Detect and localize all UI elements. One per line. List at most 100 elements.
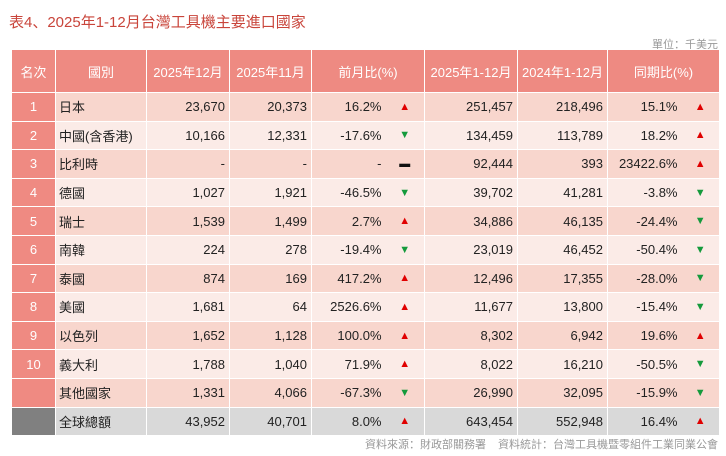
ytd-2025-cell: 92,444 xyxy=(424,149,518,179)
mom-arrow-icon: ▼ xyxy=(385,177,425,208)
rank-cell: 1 xyxy=(11,92,56,122)
yoy-arrow-icon: ▲ xyxy=(681,320,720,351)
ytd-2025-cell: 134,459 xyxy=(424,120,518,151)
country-cell: 比利時 xyxy=(55,149,147,179)
header-yoy: 同期比(%) xyxy=(607,49,720,93)
ytd-2024-cell: 46,452 xyxy=(517,234,608,265)
yoy-cell: -24.4% xyxy=(607,206,682,236)
country-cell: 泰國 xyxy=(55,263,147,294)
country-cell: 以色列 xyxy=(55,320,147,351)
ytd-2025-cell: 12,496 xyxy=(424,263,518,294)
nov-2025-cell: 40,701 xyxy=(229,406,312,437)
rank-cell: 4 xyxy=(11,177,56,208)
unit-label: 單位：千美元 xyxy=(652,39,718,51)
mom-cell: -67.3% xyxy=(311,377,386,408)
yoy-cell: 16.4% xyxy=(607,406,682,437)
nov-2025-cell: 1,128 xyxy=(229,320,312,351)
header-ytd-2024: 2024年1-12月 xyxy=(517,49,608,93)
mom-arrow-icon: ▲ xyxy=(385,92,425,122)
mom-arrow-icon: ▲ xyxy=(385,263,425,294)
ytd-2024-cell: 16,210 xyxy=(517,349,608,379)
country-cell: 中國(含香港) xyxy=(55,120,147,151)
dec-2025-cell: 1,539 xyxy=(146,206,230,236)
dec-2025-cell: 1,681 xyxy=(146,292,230,322)
table-row: 7 泰國 874 169 417.2% ▲ 12,496 17,355 -28.0% ▼ xyxy=(11,263,720,294)
table-row: 其他國家 1,331 4,066 -67.3% ▼ 26,990 32,095 -15.9% ▼ xyxy=(11,377,720,408)
yoy-arrow-icon: ▼ xyxy=(681,377,720,408)
yoy-arrow-icon: ▼ xyxy=(681,206,720,236)
mom-arrow-icon: ▲ xyxy=(385,406,425,437)
header-row: 名次 國別 2025年12月 2025年11月 前月比(%) 2025年1-12… xyxy=(11,49,720,93)
import-table: 名次 國別 2025年12月 2025年11月 前月比(%) 2025年1-12… xyxy=(11,49,720,437)
dec-2025-cell: - xyxy=(146,149,230,179)
table-title: 表4、2025年1-12月台灣工具機主要進口國家 xyxy=(9,14,306,31)
table-row: 1 日本 23,670 20,373 16.2% ▲ 251,457 218,496 15.1%… xyxy=(11,92,720,122)
rank-cell: 10 xyxy=(11,349,56,379)
country-cell: 南韓 xyxy=(55,234,147,265)
yoy-cell: -15.4% xyxy=(607,292,682,322)
mom-cell: 2.7% xyxy=(311,206,386,236)
dec-2025-cell: 224 xyxy=(146,234,230,265)
table-row: 9 以色列 1,652 1,128 100.0% ▲ 8,302 6,942 19.6% ▲ xyxy=(11,320,720,351)
nov-2025-cell: 1,040 xyxy=(229,349,312,379)
source-text: 資料來源：財政部關務署 xyxy=(365,439,486,451)
mom-cell: - xyxy=(311,149,386,179)
table-row: 4 德國 1,027 1,921 -46.5% ▼ 39,702 41,281 -3.8% ▼ xyxy=(11,177,720,208)
yoy-cell: -50.5% xyxy=(607,349,682,379)
stats-text: 資料統計：台灣工具機暨零組件工業同業公會 xyxy=(498,439,718,451)
ytd-2024-cell: 393 xyxy=(517,149,608,179)
yoy-arrow-icon: ▼ xyxy=(681,177,720,208)
mom-cell: -19.4% xyxy=(311,234,386,265)
country-cell: 義大利 xyxy=(55,349,147,379)
ytd-2024-cell: 218,496 xyxy=(517,92,608,122)
rank-cell: 9 xyxy=(11,320,56,351)
country-cell: 美國 xyxy=(55,292,147,322)
mom-cell: 8.0% xyxy=(311,406,386,437)
ytd-2025-cell: 23,019 xyxy=(424,234,518,265)
yoy-cell: -50.4% xyxy=(607,234,682,265)
yoy-cell: 18.2% xyxy=(607,120,682,151)
ytd-2024-cell: 46,135 xyxy=(517,206,608,236)
rank-cell: 8 xyxy=(11,292,56,322)
country-cell: 日本 xyxy=(55,92,147,122)
mom-arrow-icon: ▲ xyxy=(385,206,425,236)
header-ytd-2025: 2025年1-12月 xyxy=(424,49,518,93)
dec-2025-cell: 23,670 xyxy=(146,92,230,122)
source-note: 資料來源：財政部關務署 資料統計：台灣工具機暨零組件工業同業公會 xyxy=(353,436,718,452)
nov-2025-cell: 169 xyxy=(229,263,312,294)
ytd-2024-cell: 113,789 xyxy=(517,120,608,151)
country-cell: 全球總額 xyxy=(55,406,147,437)
nov-2025-cell: 4,066 xyxy=(229,377,312,408)
dec-2025-cell: 874 xyxy=(146,263,230,294)
mom-cell: -46.5% xyxy=(311,177,386,208)
nov-2025-cell: - xyxy=(229,149,312,179)
rank-cell: 6 xyxy=(11,234,56,265)
table-row: 6 南韓 224 278 -19.4% ▼ 23,019 46,452 -50.4% ▼ xyxy=(11,234,720,265)
header-dec-2025: 2025年12月 xyxy=(146,49,230,93)
ytd-2025-cell: 11,677 xyxy=(424,292,518,322)
yoy-arrow-icon: ▲ xyxy=(681,406,720,437)
country-cell: 其他國家 xyxy=(55,377,147,408)
mom-cell: 71.9% xyxy=(311,349,386,379)
rank-cell xyxy=(11,406,56,437)
mom-arrow-icon: ▲ xyxy=(385,292,425,322)
yoy-arrow-icon: ▼ xyxy=(681,349,720,379)
mom-arrow-icon: ▲ xyxy=(385,349,425,379)
yoy-cell: -15.9% xyxy=(607,377,682,408)
country-cell: 瑞士 xyxy=(55,206,147,236)
header-rank: 名次 xyxy=(11,49,56,93)
mom-arrow-icon: ▼ xyxy=(385,377,425,408)
yoy-arrow-icon: ▼ xyxy=(681,263,720,294)
ytd-2025-cell: 251,457 xyxy=(424,92,518,122)
ytd-2025-cell: 39,702 xyxy=(424,177,518,208)
ytd-2025-cell: 8,022 xyxy=(424,349,518,379)
mom-arrow-icon: ▼ xyxy=(385,234,425,265)
yoy-arrow-icon: ▼ xyxy=(681,292,720,322)
table-row: 10 義大利 1,788 1,040 71.9% ▲ 8,022 16,210 -50.5% ▼ xyxy=(11,349,720,379)
mom-cell: -17.6% xyxy=(311,120,386,151)
header-country: 國別 xyxy=(55,49,147,93)
ytd-2025-cell: 34,886 xyxy=(424,206,518,236)
rank-cell: 2 xyxy=(11,120,56,151)
dec-2025-cell: 10,166 xyxy=(146,120,230,151)
nov-2025-cell: 1,499 xyxy=(229,206,312,236)
